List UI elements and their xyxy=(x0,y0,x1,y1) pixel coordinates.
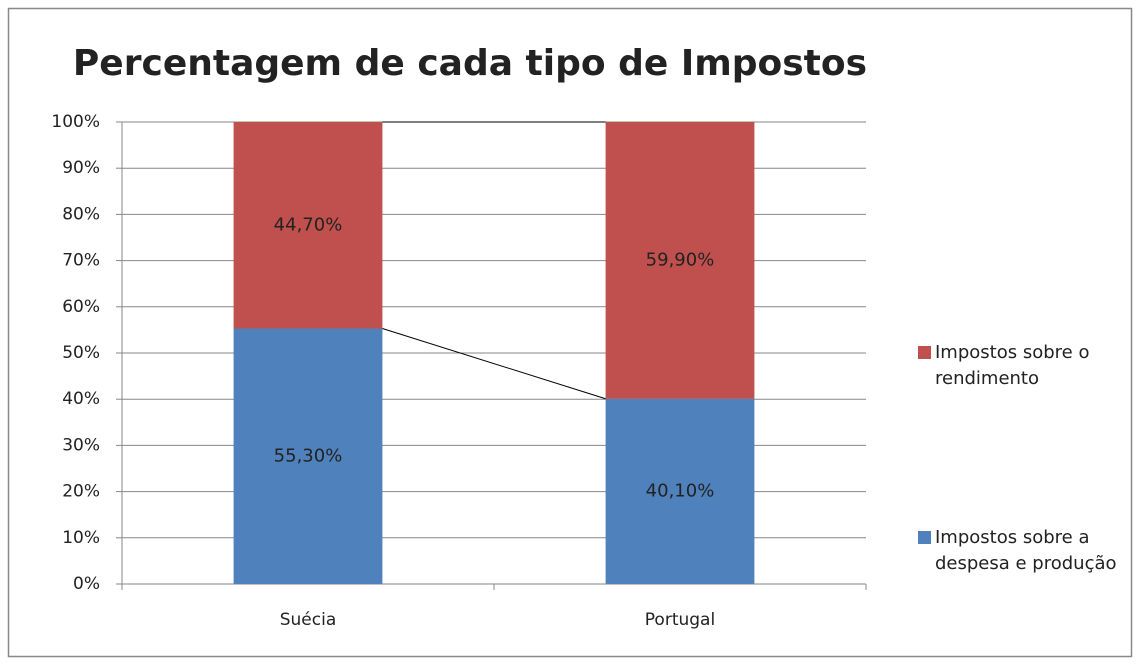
bar-segment xyxy=(233,122,383,329)
legend-item: Impostos sobre o rendimento xyxy=(918,340,1133,392)
y-tick-label: 50% xyxy=(62,343,100,363)
y-tick-label: 60% xyxy=(62,297,100,317)
y-tick-label: 0% xyxy=(73,574,100,594)
bar-segment xyxy=(605,122,755,399)
y-tick-label: 10% xyxy=(62,528,100,548)
y-tick-label: 80% xyxy=(62,204,100,224)
chart-title: Percentagem de cada tipo de Impostos xyxy=(73,43,867,84)
bar-segment xyxy=(605,398,755,584)
legend-label: Impostos sobre a despesa e produção xyxy=(935,527,1117,574)
legend-item: Impostos sobre a despesa e produção xyxy=(918,525,1133,577)
y-tick-label: 100% xyxy=(51,112,100,132)
data-label: 55,30% xyxy=(274,445,343,466)
y-tick-label: 40% xyxy=(62,389,100,409)
data-label: 59,90% xyxy=(646,249,715,270)
legend-swatch xyxy=(918,531,931,544)
bar-segment xyxy=(233,328,383,584)
chart-frame xyxy=(7,7,1133,658)
y-tick-label: 90% xyxy=(62,158,100,178)
series-line xyxy=(382,328,606,400)
legend-label: Impostos sobre o rendimento xyxy=(935,342,1090,389)
data-label: 40,10% xyxy=(646,480,715,501)
y-tick-label: 70% xyxy=(62,251,100,271)
x-tick-label: Portugal xyxy=(645,610,715,630)
x-tick-label: Suécia xyxy=(280,610,337,630)
y-tick-label: 20% xyxy=(62,482,100,502)
data-label: 44,70% xyxy=(274,214,343,235)
legend-swatch xyxy=(918,346,931,359)
y-tick-label: 30% xyxy=(62,435,100,455)
